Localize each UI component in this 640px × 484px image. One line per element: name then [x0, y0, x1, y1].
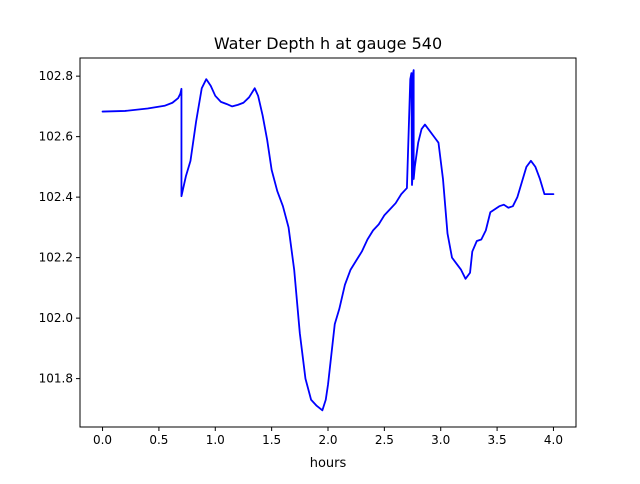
y-tick-label: 102.0 [39, 311, 73, 325]
x-tick-label: 0.5 [149, 433, 168, 447]
x-axis-label: hours [310, 456, 347, 471]
y-tick-label: 102.6 [39, 130, 73, 144]
x-tick-label: 0.0 [93, 433, 112, 447]
series-line-0 [101, 69, 555, 412]
y-tick-label: 102.8 [39, 69, 73, 83]
x-tick-label: 2.5 [375, 433, 394, 447]
y-tick-label: 102.4 [39, 190, 73, 204]
y-tick-label: 101.8 [39, 372, 73, 386]
x-tick-label: 2.0 [318, 433, 337, 447]
chart-title: Water Depth h at gauge 540 [214, 34, 442, 53]
x-tick-label: 4.0 [544, 433, 563, 447]
x-tick-label: 3.0 [431, 433, 450, 447]
x-tick-label: 3.5 [488, 433, 507, 447]
x-tick-label: 1.0 [206, 433, 225, 447]
y-tick-label: 102.2 [39, 251, 73, 265]
x-tick-label: 1.5 [262, 433, 281, 447]
plot-area: 0.0 0.5 1.0 1.5 2.0 2.5 3.0 3.5 4.0 101.8 102.0 102… [39, 57, 577, 447]
